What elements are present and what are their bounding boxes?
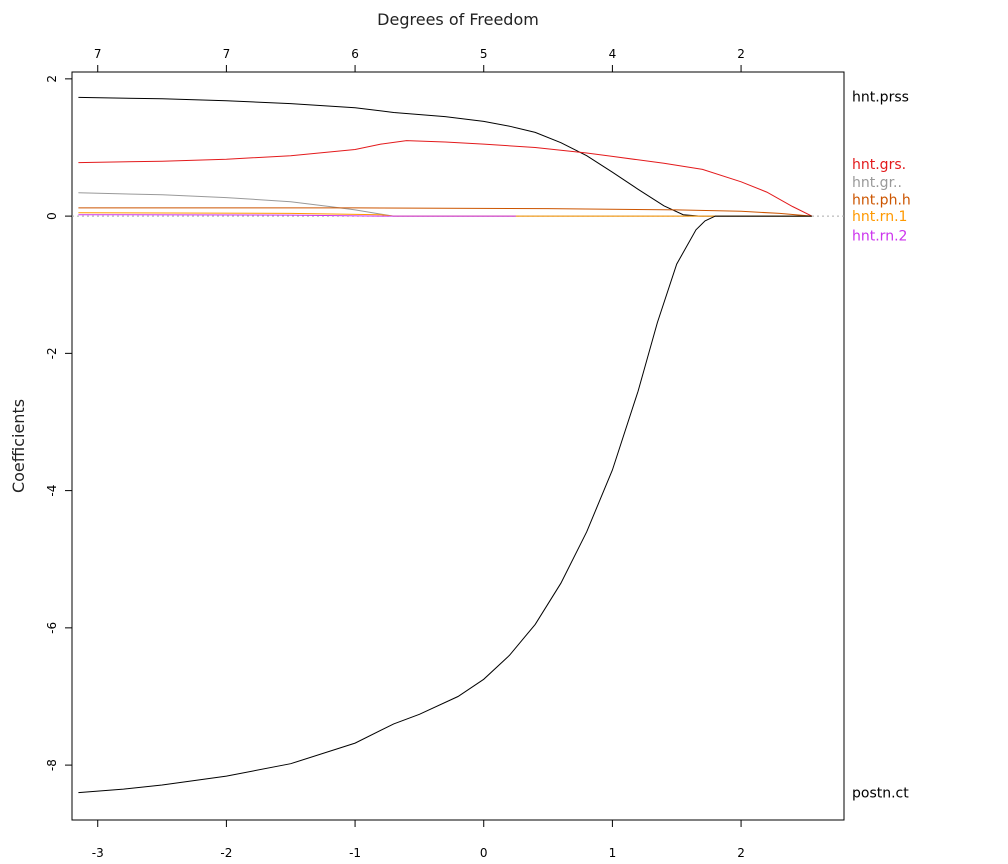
top-axis-title: Degrees of Freedom — [377, 10, 539, 29]
y-tick-label: 2 — [45, 75, 59, 83]
series-label-hnt-rn-1: hnt.rn.1 — [852, 209, 907, 225]
x-tick-label: 0 — [480, 846, 488, 860]
x-tick-label: 2 — [737, 846, 745, 860]
x-tick-label: 1 — [609, 846, 617, 860]
series-label-hnt-rn-2: hnt.rn.2 — [852, 228, 907, 244]
top-axis: 7 7 6 5 4 2 — [94, 47, 745, 72]
series-label-hnt-gr--: hnt.gr.. — [852, 175, 902, 191]
left-axis: 2 0 -2 -4 -6 -8 — [45, 75, 72, 771]
series-line-postn-ct — [78, 215, 812, 794]
x-tick-label: -3 — [92, 846, 104, 860]
series-line-hnt-ph-h — [78, 207, 812, 217]
top-tick-label: 4 — [609, 47, 617, 61]
top-tick-label: 7 — [94, 47, 102, 61]
x-tick-label: -2 — [220, 846, 232, 860]
bottom-axis: -3 -2 -1 0 1 2 — [92, 820, 745, 860]
series-line-hnt-rn-2 — [78, 214, 516, 217]
y-tick-label: -2 — [45, 347, 59, 359]
series-line-hnt-prss — [78, 96, 812, 217]
x-tick-label: -1 — [349, 846, 361, 860]
top-tick-label: 2 — [737, 47, 745, 61]
y-tick-label: 0 — [45, 212, 59, 220]
top-tick-label: 6 — [351, 47, 359, 61]
y-tick-label: -8 — [45, 759, 59, 771]
y-axis-title: Coefficients — [9, 399, 28, 493]
top-tick-label: 7 — [223, 47, 231, 61]
top-tick-label: 5 — [480, 47, 488, 61]
series-label-hnt-grs-: hnt.grs. — [852, 157, 906, 173]
series-label-hnt-prss: hnt.prss — [852, 90, 909, 106]
series-line-hnt-rn-1 — [78, 212, 812, 217]
series-layer — [78, 96, 813, 794]
y-tick-label: -4 — [45, 485, 59, 497]
series-label-postn-ct: postn.ct — [852, 786, 909, 802]
plot-frame — [71, 71, 845, 821]
y-tick-label: -6 — [45, 622, 59, 634]
series-label-hnt-ph-h: hnt.ph.h — [852, 193, 911, 209]
series-line-hnt-grs- — [78, 140, 813, 217]
series-labels: hnt.prss hnt.grs. hnt.gr.. hnt.ph.hhnt.rn.1… — [852, 90, 911, 802]
